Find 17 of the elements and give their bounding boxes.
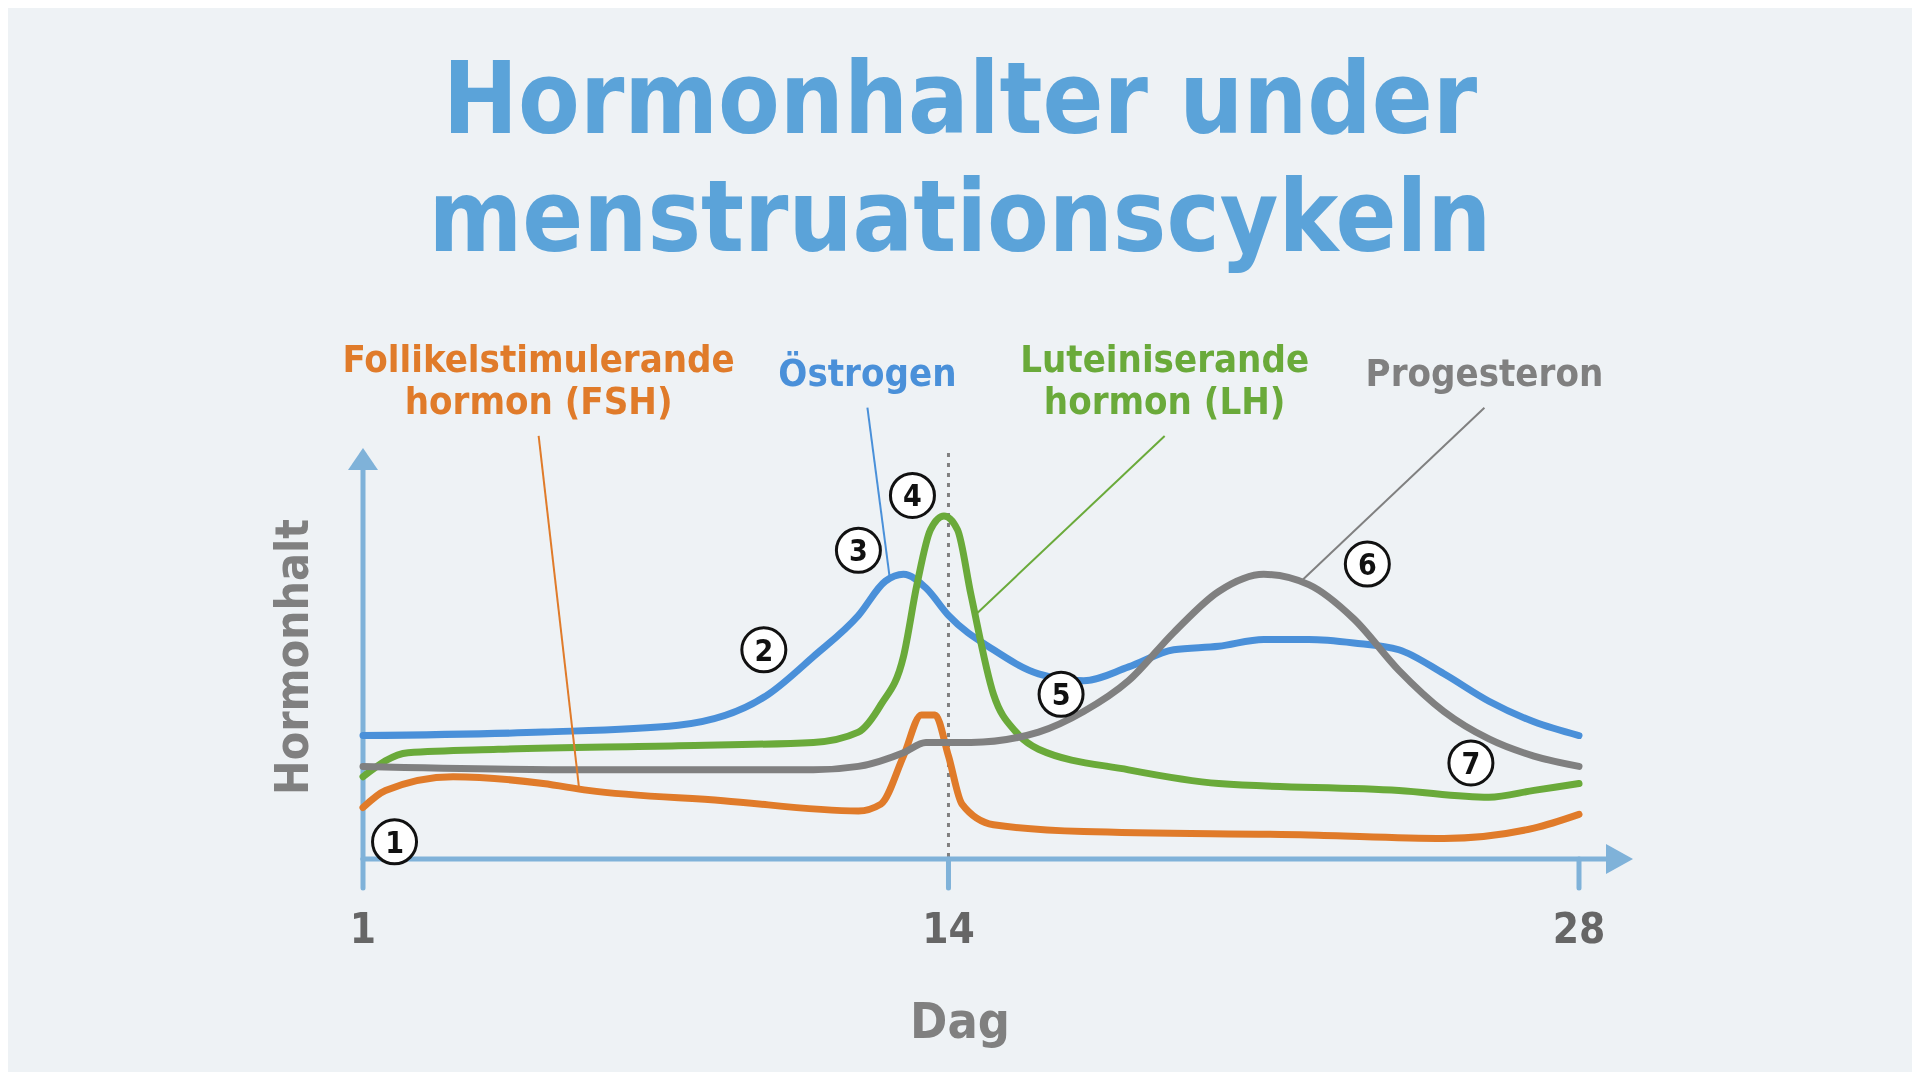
text: Progesteron xyxy=(1365,350,1604,395)
annotation: 3 xyxy=(849,533,868,569)
y-axis-title: Hormonhalt xyxy=(265,519,319,795)
annotation: 6 xyxy=(1357,547,1377,583)
x-tick-label: 1 xyxy=(349,904,377,953)
text: Follikelstimulerande hormon (FSH) xyxy=(342,336,735,423)
annotation: 4 xyxy=(903,478,922,514)
text: Luteiniserande hormon (LH) xyxy=(1020,336,1310,423)
x-tick-label: 14 xyxy=(922,904,975,953)
chart-title: Hormonhalter under menstruationscykeln xyxy=(428,40,1492,275)
annotation: 1 xyxy=(385,824,404,860)
x-tick-label: 28 xyxy=(1552,904,1606,953)
annotation: 5 xyxy=(1051,677,1071,713)
annotation: 2 xyxy=(754,632,774,668)
text: Östrogen xyxy=(778,350,957,395)
annotation: 7 xyxy=(1461,745,1481,781)
x-axis-title: Dag xyxy=(910,992,1010,1050)
